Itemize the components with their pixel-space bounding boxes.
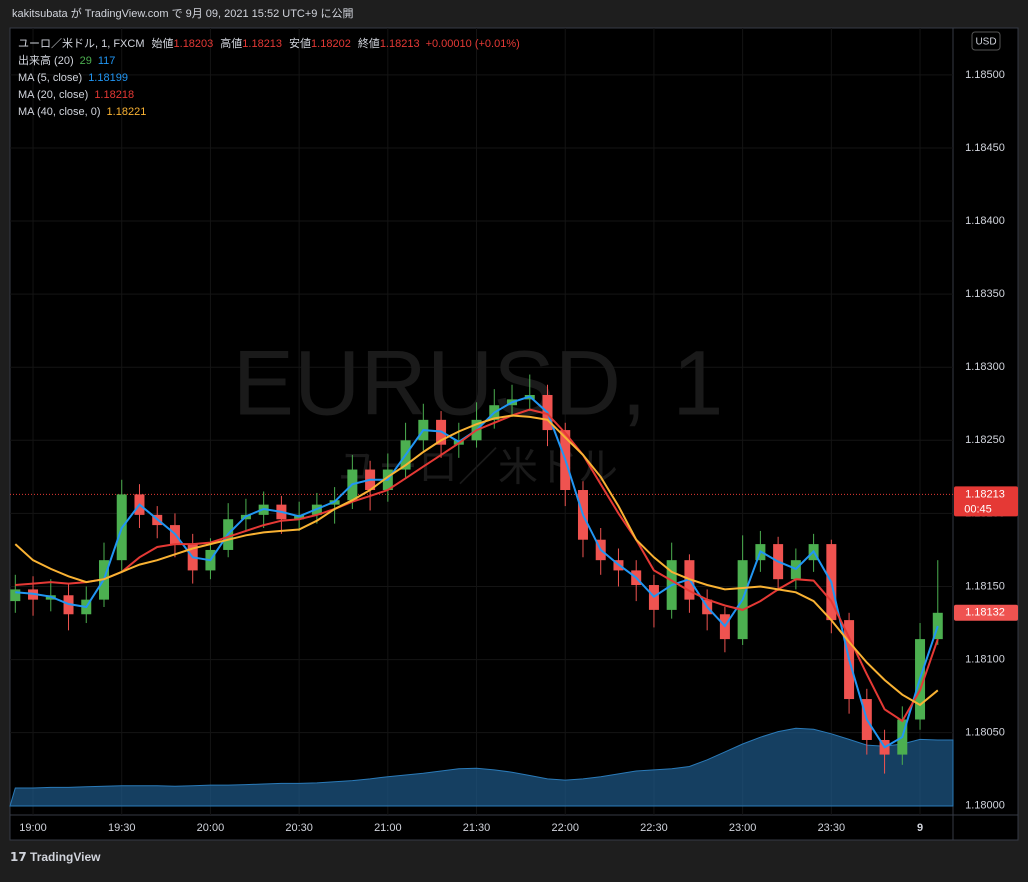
legend-row: ユーロ／米ドル, 1, FXCM 始値1.18203 高値1.18213 安値1.18… xyxy=(18,36,520,50)
ma-line xyxy=(15,408,939,723)
legend-row: MA (40, close, 0) 1.18221 xyxy=(18,106,146,118)
ohlc-value: 1.18213 xyxy=(242,38,282,50)
ohlc-label: 高値 xyxy=(220,36,242,50)
candle-body xyxy=(10,589,21,602)
x-tick-label: 23:30 xyxy=(818,822,846,834)
legend-value: 1.18218 xyxy=(94,89,134,101)
y-tick-label: 1.18000 xyxy=(965,800,1005,812)
volume-ma-last: 117 xyxy=(98,55,116,67)
x-tick-label: 9 xyxy=(917,822,923,834)
y-tick-label: 1.18050 xyxy=(965,727,1005,739)
y-tick-label: 1.18450 xyxy=(965,142,1005,154)
currency[interactable]: USD xyxy=(975,37,996,48)
ohlc-value: 1.18202 xyxy=(311,38,351,50)
countdown-label: 00:45 xyxy=(964,503,992,515)
legend-row: 出来高 (20) 29 117 xyxy=(18,53,115,67)
ohlc-label: 安値 xyxy=(289,36,311,50)
volume-name: 出来高 (20) xyxy=(18,53,74,67)
ohlc-label: 始値 xyxy=(152,36,174,50)
y-tick-label: 1.18250 xyxy=(965,434,1005,446)
y-tick-label: 1.18400 xyxy=(965,215,1005,227)
legend-name: MA (5, close) xyxy=(18,72,82,84)
x-tick-label: 20:30 xyxy=(285,822,313,834)
x-tick-label: 23:00 xyxy=(729,822,757,834)
ohlc-label: 終値 xyxy=(358,36,380,50)
y-tick-label: 1.18500 xyxy=(965,69,1005,81)
currency-badge[interactable] xyxy=(971,31,1001,51)
change: +0.00010 (+0.01%) xyxy=(426,38,520,50)
x-tick-label: 19:30 xyxy=(108,822,136,834)
volume-ma-area xyxy=(9,727,954,807)
candle-body xyxy=(932,612,943,640)
legend-value: 1.18199 xyxy=(88,72,128,84)
legend-row: MA (20, close) 1.18218 xyxy=(18,89,134,101)
x-tick-label: 22:30 xyxy=(640,822,668,834)
ohlc-value: 1.18203 xyxy=(174,38,214,50)
y-tick-label: 1.18300 xyxy=(965,361,1005,373)
watermark: EURUSD, 1 xyxy=(233,332,724,434)
legend-value: 1.18221 xyxy=(107,106,147,118)
watermark-group: EURUSD, 1 ユーロ／米ドル xyxy=(233,332,724,489)
legend-name: MA (20, close) xyxy=(18,89,88,101)
y-tick-label: 1.18350 xyxy=(965,288,1005,300)
volume-last: 29 xyxy=(80,55,92,67)
y-tick-label: 1.18100 xyxy=(965,653,1005,665)
x-tick-label: 21:00 xyxy=(374,822,402,834)
y-tick-label: 1.18150 xyxy=(965,580,1005,592)
brand: 𝟭𝟳 TradingView xyxy=(10,850,101,864)
x-tick-label: 19:00 xyxy=(19,822,47,834)
header: kakitsubata が TradingView.com で 9月 09, 2… xyxy=(12,6,353,20)
ma-line xyxy=(14,414,939,707)
x-tick-label: 21:30 xyxy=(463,822,491,834)
last-price-label: 1.18132 xyxy=(965,607,1005,619)
x-tick-label: 22:00 xyxy=(551,822,579,834)
brand-name: TradingView xyxy=(30,850,101,864)
price-tag xyxy=(954,604,1018,621)
chart-pane xyxy=(9,27,1019,841)
legend-name: MA (40, close, 0) xyxy=(18,106,101,118)
ohlc-value: 1.18213 xyxy=(380,38,420,50)
price-tag xyxy=(954,486,1018,517)
x-tick-label: 20:00 xyxy=(197,822,225,834)
symbol: ユーロ／米ドル, 1, FXCM xyxy=(18,37,145,50)
price-line-label: 1.18213 xyxy=(965,488,1005,500)
legend-row: MA (5, close) 1.18199 xyxy=(18,72,128,84)
